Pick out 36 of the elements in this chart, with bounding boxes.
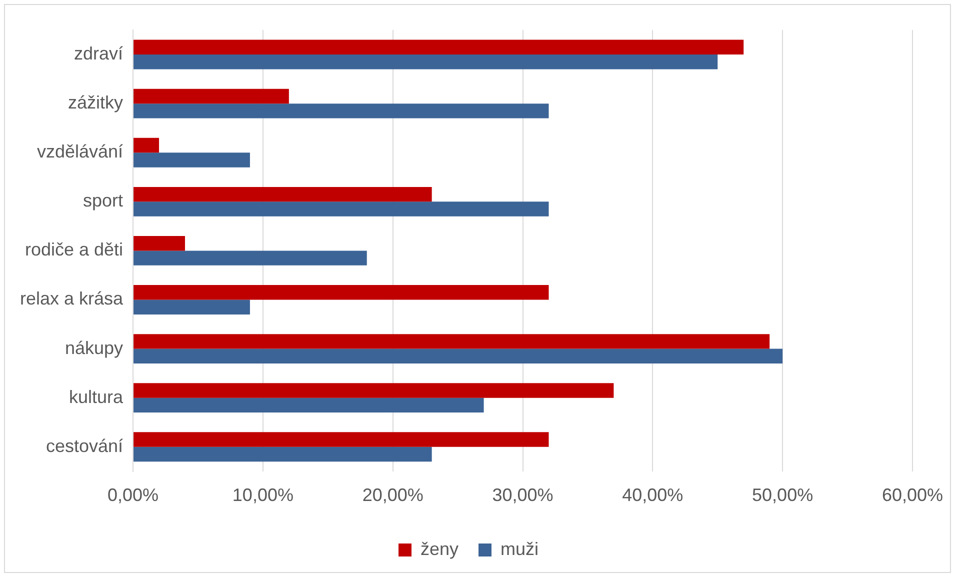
bar — [134, 202, 549, 216]
y-tick-label: nákupy — [64, 338, 124, 358]
bar — [134, 334, 770, 349]
x-tick-label: 10,00% — [232, 485, 294, 506]
bar — [134, 236, 186, 251]
x-tick-label: 0,00% — [108, 485, 159, 506]
bar — [134, 104, 549, 118]
y-tick-label: cestování — [46, 436, 124, 456]
bar — [134, 285, 549, 300]
bar — [134, 250, 367, 266]
bar — [134, 446, 432, 462]
legend-label: ženy — [420, 538, 459, 559]
bar — [134, 88, 289, 104]
y-tick-label: vzdělávání — [36, 142, 124, 162]
y-tick-label: relax a krása — [20, 288, 124, 309]
x-tick-label: 30,00% — [492, 485, 554, 506]
bar — [134, 432, 549, 447]
bar — [134, 40, 744, 55]
bar — [134, 152, 250, 168]
y-tick-label: sport — [83, 190, 124, 211]
bar — [134, 383, 614, 398]
y-tick-label: rodiče a děti — [24, 240, 124, 260]
bar — [134, 300, 250, 314]
x-tick-label: 60,00% — [882, 485, 944, 506]
x-tick-label: 40,00% — [622, 485, 684, 506]
bar — [134, 54, 718, 70]
legend-label: muži — [500, 538, 539, 559]
y-tick-label: zdraví — [74, 43, 124, 64]
y-tick-label: zážitky — [68, 92, 124, 113]
bar — [134, 348, 783, 364]
x-tick-label: 20,00% — [362, 485, 424, 506]
bar — [134, 138, 160, 153]
bar — [134, 186, 432, 202]
y-tick-label: kultura — [69, 386, 124, 407]
x-tick-label: 50,00% — [752, 485, 814, 506]
bar — [134, 398, 484, 413]
